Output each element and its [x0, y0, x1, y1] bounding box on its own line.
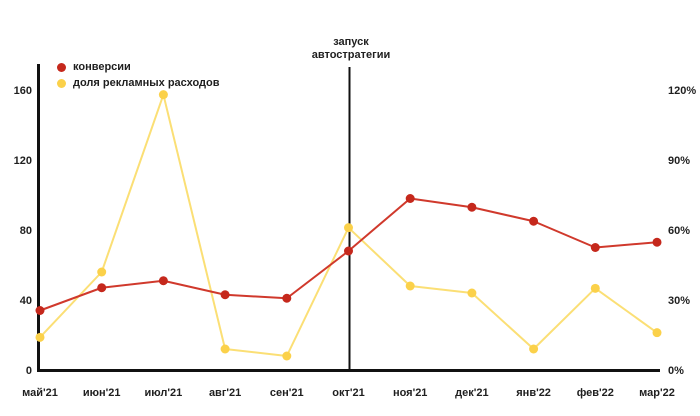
- data-point-conversions: [529, 216, 539, 226]
- right-axis-tick-label: 30%: [668, 295, 690, 307]
- x-axis-label: ноя'21: [393, 387, 428, 399]
- data-point-ad-spend-share: [405, 281, 415, 291]
- data-point-conversions: [405, 194, 415, 203]
- legend-label-ad-spend-share: доля рекламных расходов: [73, 77, 220, 89]
- annotation-autostrategy-launch: запуск автостратегии: [312, 36, 391, 62]
- data-point-conversions: [590, 243, 600, 252]
- annotation-text-line2: автостратегии: [311, 49, 391, 61]
- x-axis-label: дек'21: [455, 387, 488, 399]
- annotation-text-line1: запуск: [333, 36, 369, 48]
- left-axis-tick-label: 120: [14, 155, 32, 167]
- data-point-ad-spend-share: [467, 288, 477, 298]
- left-axis-tick-label: 0: [26, 365, 32, 377]
- legend-label-conversions: конверсии: [73, 61, 131, 73]
- data-point-ad-spend-share: [220, 344, 230, 354]
- data-point-ad-spend-share: [158, 90, 168, 100]
- x-axis-label: сен'21: [270, 387, 304, 399]
- x-axis-label: фев'22: [577, 387, 614, 399]
- data-point-conversions: [158, 276, 168, 286]
- data-point-conversions: [220, 290, 230, 300]
- legend-item-conversions: конверсии: [57, 61, 220, 73]
- right-axis-tick-label: 60%: [668, 225, 690, 237]
- data-point-ad-spend-share: [344, 223, 353, 233]
- x-axis-label: май'21: [22, 387, 58, 399]
- legend-item-ad-spend-share: доля рекламных расходов: [57, 77, 220, 89]
- x-axis-label: янв'22: [516, 387, 551, 399]
- left-axis-tick-label: 40: [20, 295, 32, 307]
- x-axis-label: июл'21: [145, 387, 183, 399]
- x-axis-label: мар'22: [639, 387, 675, 399]
- left-axis-tick-label: 160: [14, 85, 32, 97]
- data-point-conversions: [35, 306, 45, 315]
- data-point-conversions: [344, 246, 353, 256]
- data-point-conversions: [652, 237, 662, 247]
- legend-dot-conversions-icon: [57, 62, 66, 72]
- x-axis-label: окт'21: [332, 387, 364, 399]
- data-point-ad-spend-share: [282, 351, 292, 361]
- legend: конверсии доля рекламных расходов: [57, 61, 220, 89]
- data-point-ad-spend-share: [652, 328, 662, 338]
- data-point-ad-spend-share: [35, 332, 45, 342]
- right-axis-tick-label: 120%: [668, 85, 696, 97]
- data-point-conversions: [467, 202, 477, 212]
- data-point-ad-spend-share: [97, 267, 107, 277]
- left-axis-tick-label: 80: [20, 225, 32, 237]
- data-point-ad-spend-share: [529, 344, 539, 354]
- x-axis-label: авг'21: [209, 387, 241, 399]
- data-point-ad-spend-share: [590, 283, 600, 293]
- x-axis-label: июн'21: [83, 387, 121, 399]
- data-point-conversions: [282, 293, 292, 303]
- right-axis-tick-label: 0%: [668, 365, 684, 377]
- data-point-conversions: [97, 283, 107, 293]
- right-axis-tick-label: 90%: [668, 155, 690, 167]
- legend-dot-ad-spend-share-icon: [57, 78, 66, 88]
